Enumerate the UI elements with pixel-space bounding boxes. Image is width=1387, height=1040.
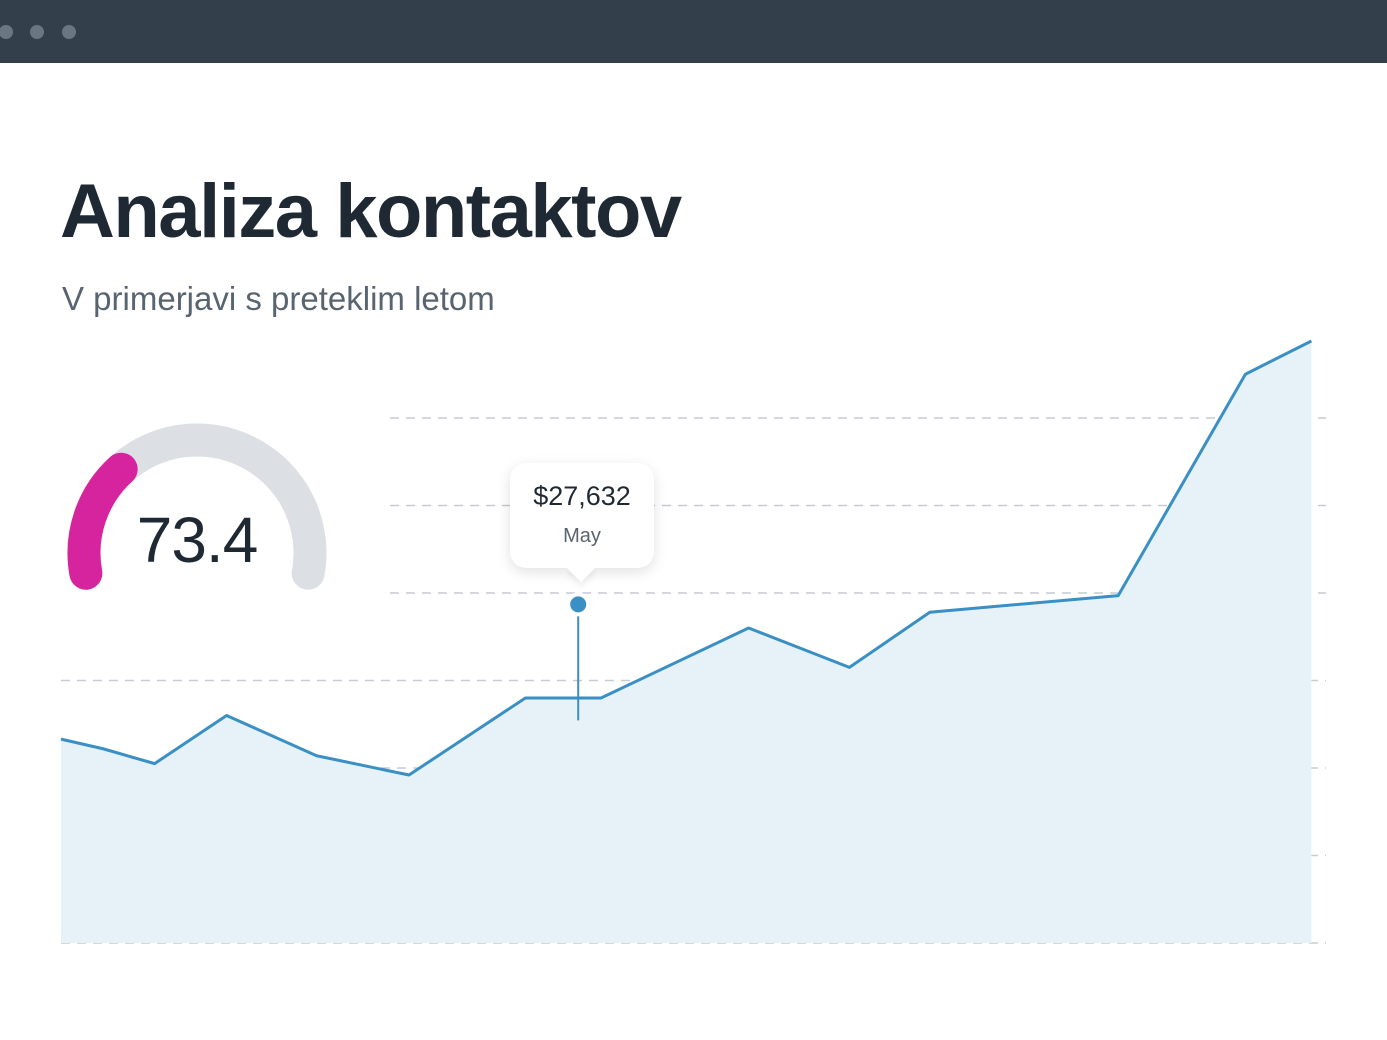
- gauge-value: 73.4: [136, 504, 259, 576]
- gauge-fill: [67, 452, 138, 590]
- page-title: Analiza kontaktov: [60, 169, 682, 254]
- series-line: [60, 339, 1313, 777]
- page-subtitle: V primerjavi s preteklim letom: [62, 280, 495, 317]
- window-close-dot[interactable]: [0, 25, 13, 39]
- series-area: [61, 341, 1312, 943]
- tooltip-label: May: [563, 525, 601, 547]
- tooltip-value: $27,632: [533, 481, 631, 511]
- chart-tooltip: $27,632 May: [510, 463, 654, 568]
- score-gauge: [67, 423, 327, 590]
- window-minimize-dot[interactable]: [30, 25, 44, 39]
- highlight-point[interactable]: [566, 592, 591, 617]
- window-maximize-dot[interactable]: [62, 25, 76, 39]
- window-titlebar: [0, 0, 1387, 63]
